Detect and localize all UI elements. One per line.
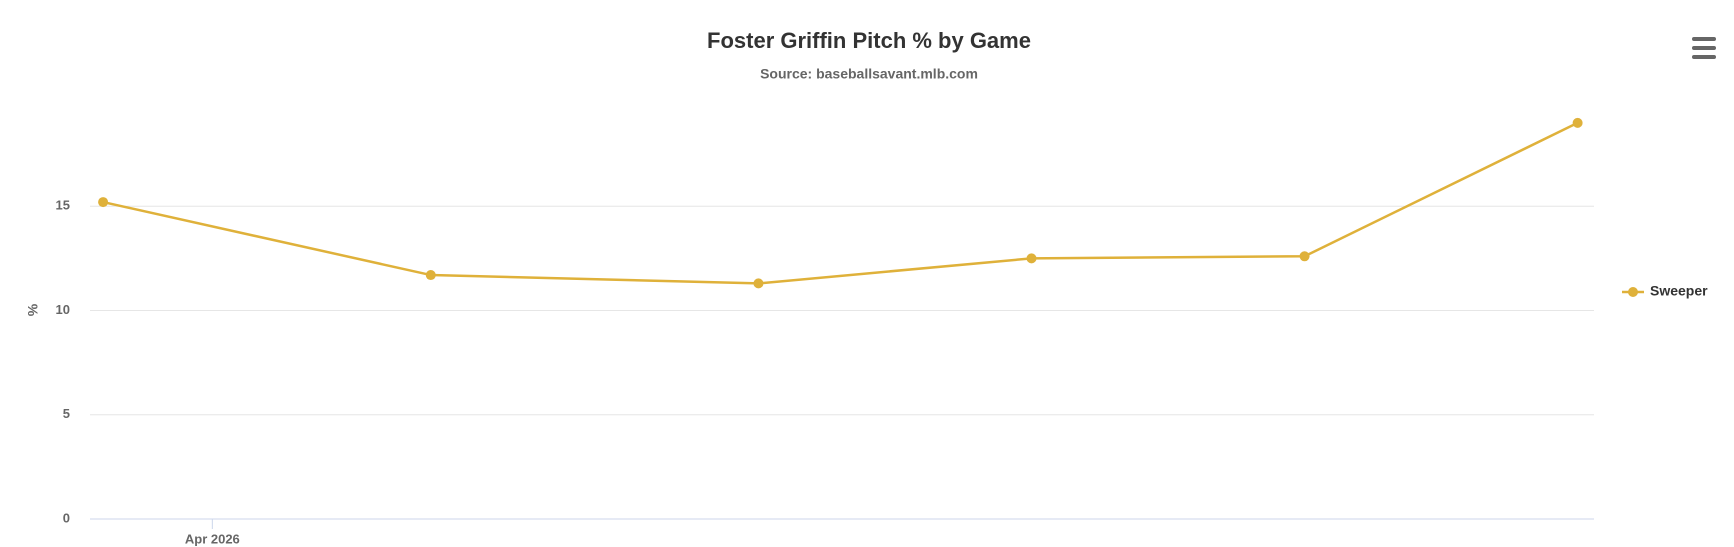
data-point [425, 270, 436, 281]
y-tick-label: 5 [63, 406, 70, 421]
menu-bar[interactable] [1692, 46, 1716, 50]
data-point [753, 278, 764, 289]
legend-symbol [1628, 287, 1638, 297]
data-point [1299, 251, 1310, 262]
menu-bar[interactable] [1692, 37, 1716, 41]
data-point [98, 197, 109, 208]
data-point [1572, 117, 1583, 128]
menu-bar[interactable] [1692, 55, 1716, 59]
data-point [1026, 253, 1037, 264]
y-axis-title: % [25, 303, 41, 316]
menu-button[interactable] [1692, 37, 1716, 59]
series-line [102, 121, 1579, 285]
x-tick-label: Apr 2026 [185, 531, 240, 546]
y-tick-label: 15 [56, 198, 70, 213]
y-tick-label: 10 [56, 302, 70, 317]
chart-subtitle: Source: baseballsavant.mlb.com [760, 66, 978, 82]
chart-title: Foster Griffin Pitch % by Game [707, 28, 1031, 53]
legend-label: Sweeper [1650, 283, 1708, 299]
y-tick-label: 0 [63, 510, 70, 525]
